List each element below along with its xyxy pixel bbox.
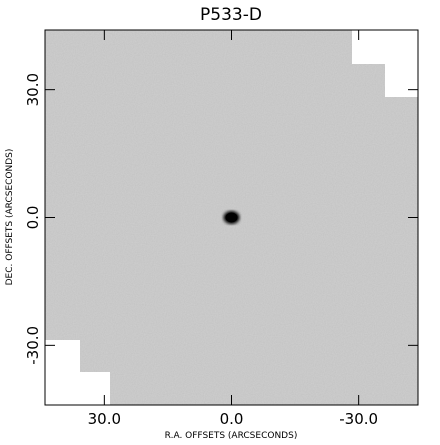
x-tick-label: 0.0 bbox=[220, 410, 244, 428]
y-tick-label: -30.0 bbox=[24, 326, 42, 365]
x-tick-label: -30.0 bbox=[339, 410, 378, 428]
x-axis-label: R.A. OFFSETS (ARCSECONDS) bbox=[165, 431, 298, 441]
y-tick-label: 0.0 bbox=[24, 206, 42, 230]
y-axis-label: DEC. OFFSETS (ARCSECONDS) bbox=[5, 149, 15, 286]
y-tick-label: 30.0 bbox=[24, 73, 42, 106]
source-core bbox=[225, 212, 238, 223]
masked-region bbox=[45, 340, 110, 405]
chart-title: P533-D bbox=[200, 5, 262, 25]
masked-region bbox=[352, 30, 418, 97]
x-tick-label: 30.0 bbox=[88, 410, 121, 428]
